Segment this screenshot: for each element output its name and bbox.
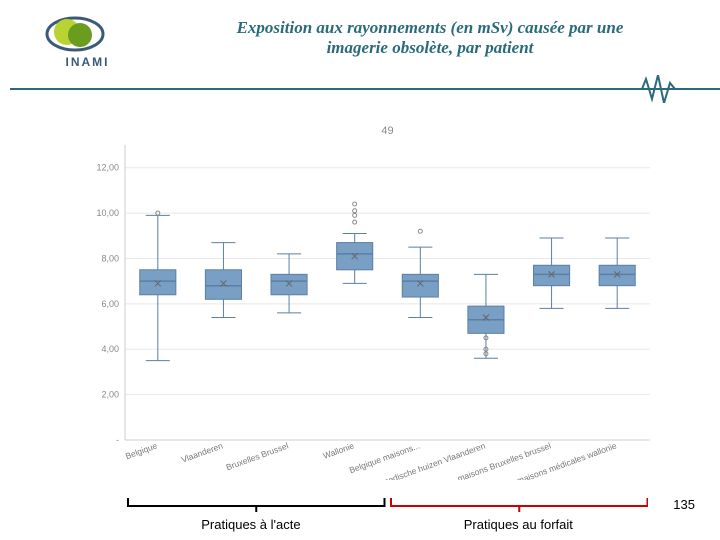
logo: INAMI <box>40 15 135 69</box>
svg-text:Wallonie: Wallonie <box>322 440 356 461</box>
svg-text:6,00: 6,00 <box>101 299 119 309</box>
header: INAMI Exposition aux rayonnements (en mS… <box>0 0 720 95</box>
header-divider <box>10 88 720 90</box>
svg-text:Belgique: Belgique <box>124 440 159 461</box>
page-title: Exposition aux rayonnements (en mSv) cau… <box>180 18 680 58</box>
svg-text:Vlaanderen: Vlaanderen <box>180 440 225 464</box>
svg-text:4,00: 4,00 <box>101 344 119 354</box>
bracket-label: Pratiques au forfait <box>464 517 573 532</box>
bracket <box>390 498 649 512</box>
boxplot-chart: 49 - 2,00 4,00 6,00 8,00 10,00 12,00 Belgique Vla… <box>80 120 660 480</box>
title-line1: Exposition aux rayonnements (en mSv) cau… <box>237 18 624 37</box>
heartbeat-icon <box>630 75 690 103</box>
page-number: 135 <box>673 497 695 512</box>
svg-text:12,00: 12,00 <box>96 163 119 173</box>
bracket-label: Pratiques à l'acte <box>201 517 300 532</box>
svg-text:2,00: 2,00 <box>101 390 119 400</box>
title-line2: imagerie obsolète, par patient <box>327 38 534 57</box>
svg-text:Bruxelles Brussel: Bruxelles Brussel <box>225 440 290 472</box>
logo-icon <box>40 15 110 53</box>
svg-text:-: - <box>116 435 119 445</box>
svg-text:10,00: 10,00 <box>96 208 119 218</box>
bracket <box>127 498 386 512</box>
svg-text:49: 49 <box>381 125 393 137</box>
svg-text:8,00: 8,00 <box>101 253 119 263</box>
logo-text: INAMI <box>40 55 135 69</box>
